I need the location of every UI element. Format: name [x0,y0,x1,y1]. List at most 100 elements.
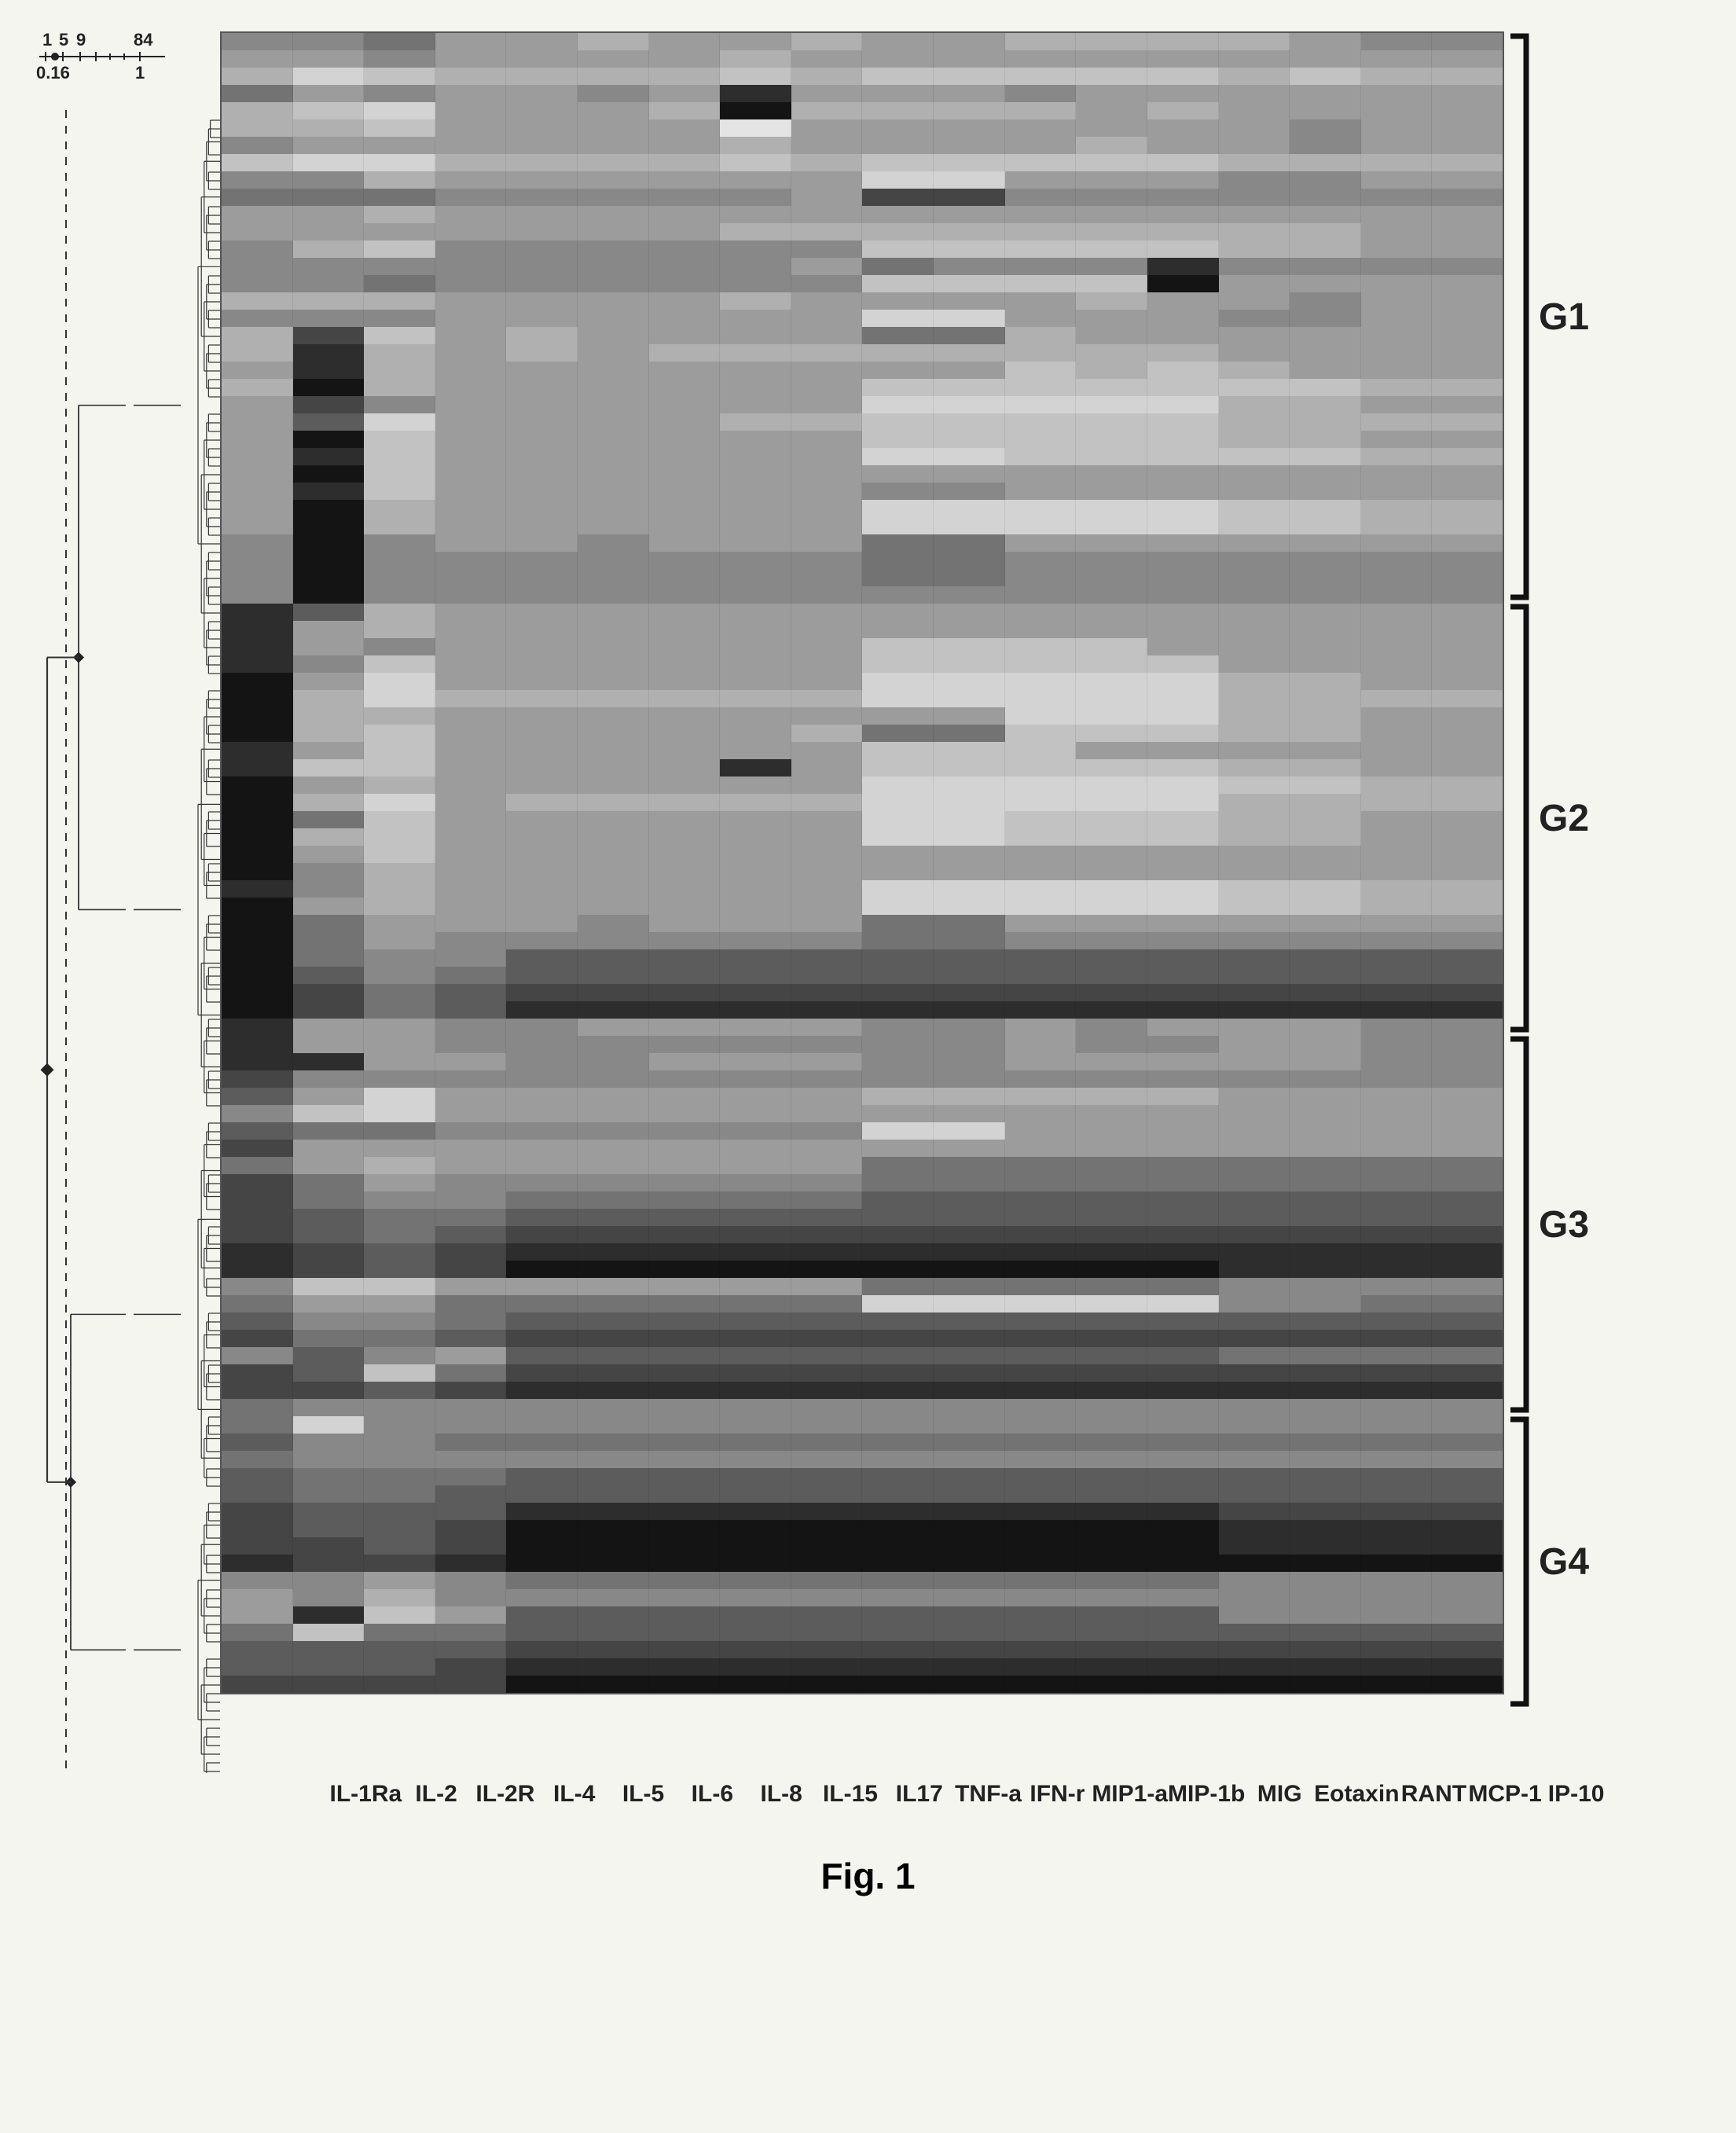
heatmap-cell [791,1503,863,1520]
heatmap-cell [364,310,435,327]
heatmap-cell [506,431,578,448]
heatmap-cell [1219,1451,1290,1468]
heatmap-cell [578,1140,649,1157]
heatmap-cell [1432,984,1503,1001]
heatmap-row [222,1399,1503,1416]
heatmap-cell [1076,880,1147,898]
heatmap-cell [1432,275,1503,292]
heatmap-cell [1432,362,1503,379]
heatmap-cell [862,534,934,552]
heatmap-cell [1219,292,1290,310]
heatmap-cell [578,1364,649,1382]
heatmap-cell [578,327,649,344]
column-label: IL-2 [402,1781,471,1808]
heatmap-cell [435,379,507,396]
heatmap-cell [1361,1330,1433,1347]
heatmap-cell [435,759,507,776]
heatmap-cell [1290,1572,1361,1589]
heatmap-cell [578,1295,649,1312]
heatmap-cell [222,1261,293,1278]
heatmap-cell [1219,1036,1290,1053]
heatmap-cell [1219,206,1290,223]
heatmap-cell [1076,898,1147,915]
heatmap-cell [1432,517,1503,534]
heatmap-cell [649,379,721,396]
heatmap-cell [862,119,934,137]
heatmap-cell [1219,898,1290,915]
heatmap-cell [1005,949,1077,967]
heatmap-cell [1076,794,1147,811]
heatmap-cell [720,621,791,638]
heatmap-cell [364,1019,435,1036]
heatmap-cell [649,1451,721,1468]
heatmap-cell [934,1399,1005,1416]
heatmap-cell [1361,137,1433,154]
heatmap-row [222,828,1503,846]
heatmap-cell [649,534,721,552]
heatmap-cell [1219,655,1290,673]
heatmap-cell [720,707,791,725]
heatmap-cell [506,1555,578,1572]
heatmap-cell [862,310,934,327]
heatmap-cell [1219,742,1290,759]
heatmap-cell [720,1105,791,1122]
heatmap-row [222,517,1503,534]
heatmap-cell [1005,655,1077,673]
heatmap-cell [578,1174,649,1191]
heatmap-cell [1432,707,1503,725]
heatmap-cell [1076,1434,1147,1451]
heatmap-cell [934,759,1005,776]
heatmap-cell [1361,1382,1433,1399]
heatmap-cell [506,1312,578,1330]
heatmap-cell [862,1606,934,1624]
heatmap-cell [222,552,293,569]
heatmap-cell [364,949,435,967]
heatmap-cell [1147,604,1219,621]
heatmap-cell [1432,1382,1503,1399]
heatmap-row [222,258,1503,275]
heatmap-cell [506,1036,578,1053]
heatmap-cell [364,638,435,655]
heatmap-cell [791,379,863,396]
heatmap-cell [1290,189,1361,206]
heatmap-cell [364,327,435,344]
heatmap-cell [435,1434,507,1451]
heatmap-cell [720,154,791,171]
heatmap-cell [435,1347,507,1364]
heatmap-cell [934,102,1005,119]
heatmap-cell [934,707,1005,725]
heatmap-cell [1219,448,1290,465]
heatmap-cell [1005,690,1077,707]
heatmap-cell [1147,362,1219,379]
heatmap-cell [1290,707,1361,725]
heatmap-cell [934,448,1005,465]
heatmap-cell [934,794,1005,811]
heatmap-cell [934,396,1005,413]
heatmap-cell [293,1641,365,1658]
heatmap-cell [1432,310,1503,327]
heatmap-cell [364,794,435,811]
heatmap-cell [649,586,721,604]
heatmap-cell [1147,137,1219,154]
heatmap-cell [222,119,293,137]
heatmap-row [222,1140,1503,1157]
heatmap-cell [1290,1658,1361,1676]
heatmap-cell [364,863,435,880]
heatmap-cell [222,1174,293,1191]
heatmap-cell [1290,1174,1361,1191]
heatmap-cell [506,759,578,776]
heatmap-cell [506,362,578,379]
scale-bottom-0: 0.16 [36,63,70,83]
heatmap-cell [1147,638,1219,655]
heatmap-cell [934,1261,1005,1278]
heatmap-cell [1219,1468,1290,1485]
heatmap-cell [578,586,649,604]
heatmap-cell [578,604,649,621]
heatmap-cell [222,984,293,1001]
heatmap-cell [1432,828,1503,846]
heatmap-cell [862,362,934,379]
heatmap-cell [862,1312,934,1330]
heatmap-cell [1290,1295,1361,1312]
heatmap-cell [791,742,863,759]
heatmap-cell [1432,967,1503,984]
